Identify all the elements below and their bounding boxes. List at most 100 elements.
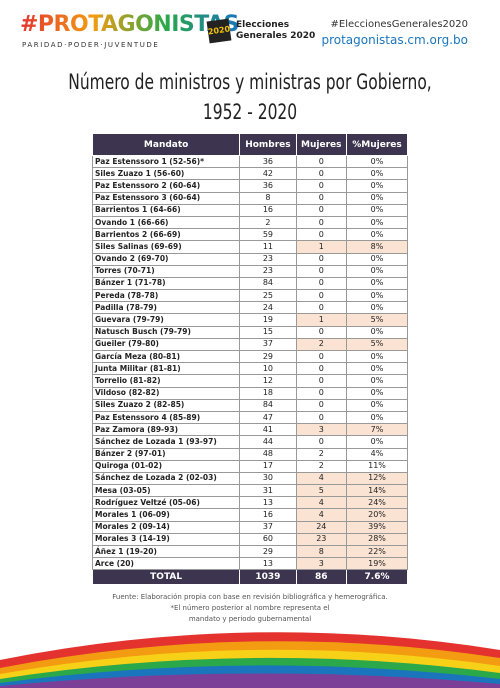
cell: Gueiler (79-80): [91, 337, 241, 352]
header-row: Mandato Hombres Mujeres %Mujeres: [91, 133, 408, 156]
cell: 0: [295, 191, 348, 205]
cell: Ovando 2 (69-70): [91, 252, 241, 266]
cell: 0: [295, 264, 348, 278]
logo-text: Elecciones Generales 2020: [236, 20, 315, 42]
cell: 5: [295, 484, 348, 498]
cell: 16: [239, 508, 297, 522]
logo-line: Elecciones: [236, 20, 290, 30]
cell: Bánzer 1 (71-78): [91, 276, 241, 291]
cell: 0%: [346, 215, 408, 230]
cell: Áñez 1 (19-20): [91, 544, 241, 559]
row: Paz Estenssoro 3 (60-64) 8 0 0%: [91, 191, 408, 205]
row: Bánzer 1 (71-78) 84 0 0%: [91, 276, 408, 291]
cell: 23: [295, 532, 348, 547]
cell: 0: [295, 203, 348, 217]
row: Rodríguez Veltzé (05-06) 13 4 24%: [91, 496, 408, 510]
cell: 84: [239, 276, 297, 291]
cell: 4%: [346, 447, 408, 461]
note: mandato y periodo gubernamental: [188, 615, 312, 623]
cell: 0%: [346, 386, 408, 400]
cell: 0: [295, 252, 348, 266]
row: Vildoso (82-82) 18 0 0%: [91, 386, 408, 400]
cell: 12%: [346, 471, 408, 486]
cell: 30: [239, 471, 297, 486]
row: Torres (70-71) 23 0 0%: [91, 264, 408, 278]
cell: 36: [239, 154, 297, 169]
cell: Arce (20): [91, 557, 241, 571]
cell: 24: [295, 520, 348, 534]
cell: 24%: [346, 496, 408, 510]
cell: 0%: [346, 252, 408, 266]
source: Fuente: Elaboración propia con base en r…: [112, 593, 388, 601]
cell: 0: [295, 410, 348, 425]
cell: 47: [239, 410, 297, 425]
cell: Ovando 1 (66-66): [91, 215, 241, 230]
cell: 0%: [346, 398, 408, 412]
cell: Padilla (78-79): [91, 301, 241, 315]
cell: Paz Estenssoro 3 (60-64): [91, 191, 241, 205]
total-cell: TOTAL: [91, 569, 241, 586]
cell: 0%: [346, 179, 408, 193]
table-body: Paz Estenssoro 1 (52-56)* 36 0 0% Siles Zuaz…: [91, 154, 408, 586]
cell: 3: [295, 423, 348, 437]
cell: 60: [239, 532, 297, 547]
cell: Sánchez de Lozada 2 (02-03): [91, 471, 241, 486]
cell: 2: [295, 447, 348, 461]
cell: 41: [239, 423, 297, 437]
cell: 39%: [346, 520, 408, 534]
cell: 3: [295, 557, 348, 571]
cell: 31: [239, 484, 297, 498]
cell: 42: [239, 167, 297, 181]
cell: 0%: [346, 325, 408, 339]
total-cell: 7.6%: [346, 569, 408, 586]
cell: 1: [295, 240, 348, 254]
cell: 44: [239, 435, 297, 449]
row: Mesa (03-05) 31 5 14%: [91, 484, 408, 498]
total-cell: 86: [295, 569, 348, 586]
cell: Paz Estenssoro 1 (52-56)*: [91, 154, 241, 169]
row: Sánchez de Lozada 2 (02-03) 30 4 12%: [91, 471, 408, 486]
cell: Paz Estenssoro 4 (85-89): [91, 410, 241, 425]
cell: Siles Zuazo 1 (56-60): [91, 167, 241, 181]
cell: 0: [295, 435, 348, 449]
row: Quiroga (01-02) 17 2 11%: [91, 459, 408, 473]
row: Paz Zamora (89-93) 41 3 7%: [91, 423, 408, 437]
cell: 10: [239, 362, 297, 376]
cell: 0%: [346, 362, 408, 376]
title-line: Número de ministros y ministras por Gobi…: [68, 70, 432, 94]
cell: 0%: [346, 374, 408, 388]
cell: Morales 1 (06-09): [91, 508, 241, 522]
row: Natusch Busch (79-79) 15 0 0%: [91, 325, 408, 339]
row: García Meza (80-81) 29 0 0%: [91, 349, 408, 364]
cell: 37: [239, 520, 297, 534]
footer: Fuente: Elaboración propia con base en r…: [0, 592, 500, 625]
cell: 29: [239, 349, 297, 364]
row: Padilla (78-79) 24 0 0%: [91, 301, 408, 315]
cell: 20%: [346, 508, 408, 522]
row: Siles Zuazo 2 (82-85) 84 0 0%: [91, 398, 408, 412]
row: Ovando 2 (69-70) 23 0 0%: [91, 252, 408, 266]
cell: 0%: [346, 349, 408, 364]
cell: 0%: [346, 154, 408, 169]
cell: 2: [239, 215, 297, 230]
cell: 0: [295, 276, 348, 291]
cell: 19%: [346, 557, 408, 571]
row: Morales 1 (06-09) 16 4 20%: [91, 508, 408, 522]
website[interactable]: protagonistas.cm.org.bo: [321, 33, 468, 47]
cell: 48: [239, 447, 297, 461]
cell: Rodríguez Veltzé (05-06): [91, 496, 241, 510]
logo: 2020: [206, 18, 232, 44]
cell: 0%: [346, 410, 408, 425]
note: *El número posterior al nombre represent…: [170, 604, 330, 612]
column-header: Mandato: [91, 133, 241, 156]
cell: 11%: [346, 459, 408, 473]
cell: Quiroga (01-02): [91, 459, 241, 473]
cell: 19: [239, 313, 297, 327]
cell: 37: [239, 337, 297, 352]
column-header: %Mujeres: [346, 133, 408, 156]
cell: 4: [295, 496, 348, 510]
title-line: 1952 - 2020: [202, 100, 298, 124]
row: Gueiler (79-80) 37 2 5%: [91, 337, 408, 352]
cell: 5%: [346, 337, 408, 352]
